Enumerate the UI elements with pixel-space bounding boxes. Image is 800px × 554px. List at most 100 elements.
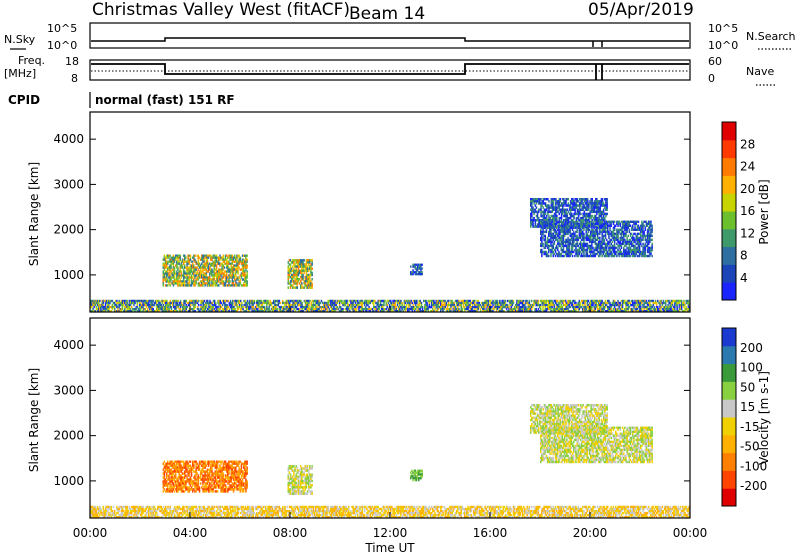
- data-cell: [629, 242, 632, 246]
- data-cell: [566, 238, 568, 242]
- data-cell: [605, 244, 608, 248]
- data-cell: [546, 219, 548, 222]
- data-cell: [618, 250, 620, 254]
- data-cell: [187, 256, 189, 259]
- data-cell: [420, 267, 422, 270]
- data-cell: [555, 246, 558, 250]
- data-cell: [566, 220, 568, 223]
- data-cell: [162, 276, 164, 279]
- data-cell: [571, 232, 574, 236]
- data-cell: [576, 248, 578, 252]
- data-cell: [557, 232, 559, 236]
- data-cell: [530, 198, 532, 201]
- data-cell: [540, 220, 542, 223]
- data-cell: [133, 303, 135, 307]
- data-cell: [601, 240, 603, 244]
- data-cell: [531, 221, 533, 224]
- data-cell: [609, 222, 611, 225]
- data-cell: [215, 270, 218, 273]
- data-cell: [626, 222, 628, 225]
- data-cell: [187, 262, 189, 265]
- data-cell: [543, 230, 545, 234]
- data-cell: [245, 262, 247, 265]
- data-cell: [648, 222, 650, 225]
- data-cell: [575, 219, 578, 222]
- data-cell: [582, 223, 584, 226]
- data-cell: [650, 238, 652, 242]
- data-cell: [569, 240, 571, 244]
- data-cell: [243, 272, 245, 275]
- data-cell: [215, 274, 218, 277]
- data-cell: [135, 305, 137, 309]
- data-cell: [605, 252, 608, 256]
- data-cell: [605, 202, 607, 205]
- data-cell: [616, 228, 618, 231]
- data-cell: [607, 220, 609, 223]
- data-cell: [542, 230, 544, 234]
- data-cell: [629, 246, 632, 250]
- data-cell: [617, 228, 619, 231]
- data-cell: [609, 248, 611, 252]
- data-cell: [523, 301, 525, 305]
- data-cell: [571, 198, 573, 201]
- data-cell: [598, 208, 600, 211]
- data-cell: [605, 246, 608, 250]
- data-cell: [585, 244, 587, 248]
- data-cell: [297, 271, 300, 275]
- data-cell: [628, 222, 631, 225]
- data-cell: [220, 256, 222, 259]
- data-cell: [534, 223, 537, 226]
- data-cell: [511, 303, 514, 307]
- data-cell: [592, 230, 594, 234]
- data-cell: [311, 286, 313, 289]
- data-cell: [228, 256, 230, 259]
- data-cell: [576, 238, 578, 242]
- data-cell: [201, 258, 203, 261]
- data-cell: [575, 212, 578, 216]
- data-cell: [151, 307, 153, 311]
- data-cell: [568, 220, 570, 223]
- data-cell: [604, 230, 607, 234]
- data-cell: [605, 242, 608, 246]
- data-cell: [588, 236, 591, 240]
- data-cell: [595, 222, 598, 225]
- data-cell: [401, 301, 403, 305]
- data-cell: [551, 244, 553, 248]
- data-cell: [636, 242, 639, 246]
- data-cell: [567, 198, 570, 201]
- data-cell: [230, 274, 232, 277]
- data-cell: [171, 272, 174, 275]
- data-cell: [606, 198, 608, 201]
- data-cell: [626, 254, 628, 258]
- data-cell: [237, 264, 239, 267]
- data-cell: [577, 250, 579, 254]
- data-cell: [559, 198, 562, 201]
- data-cell: [182, 276, 185, 279]
- data-cell: [561, 228, 564, 231]
- data-cell: [601, 250, 603, 254]
- data-cell: [190, 278, 193, 281]
- data-cell: [610, 224, 612, 227]
- data-cell: [115, 310, 117, 313]
- data-cell: [203, 260, 205, 263]
- data-cell: [542, 214, 544, 218]
- data-cell: [219, 262, 221, 265]
- data-cell: [542, 210, 544, 214]
- data-cell: [165, 305, 167, 309]
- data-cell: [213, 260, 215, 263]
- data-cell: [610, 232, 612, 236]
- data-cell: [230, 268, 232, 271]
- data-cell: [560, 214, 563, 218]
- data-cell: [209, 254, 211, 257]
- data-cell: [573, 222, 575, 225]
- data-cell: [120, 303, 123, 307]
- data-cell: [633, 254, 635, 258]
- data-cell: [586, 250, 589, 254]
- data-cell: [575, 236, 577, 240]
- data-cell: [309, 282, 311, 285]
- data-cell: [120, 299, 123, 303]
- data-cell: [560, 208, 563, 211]
- data-cell: [569, 226, 571, 229]
- data-cell: [193, 268, 195, 271]
- data-cell: [596, 244, 599, 248]
